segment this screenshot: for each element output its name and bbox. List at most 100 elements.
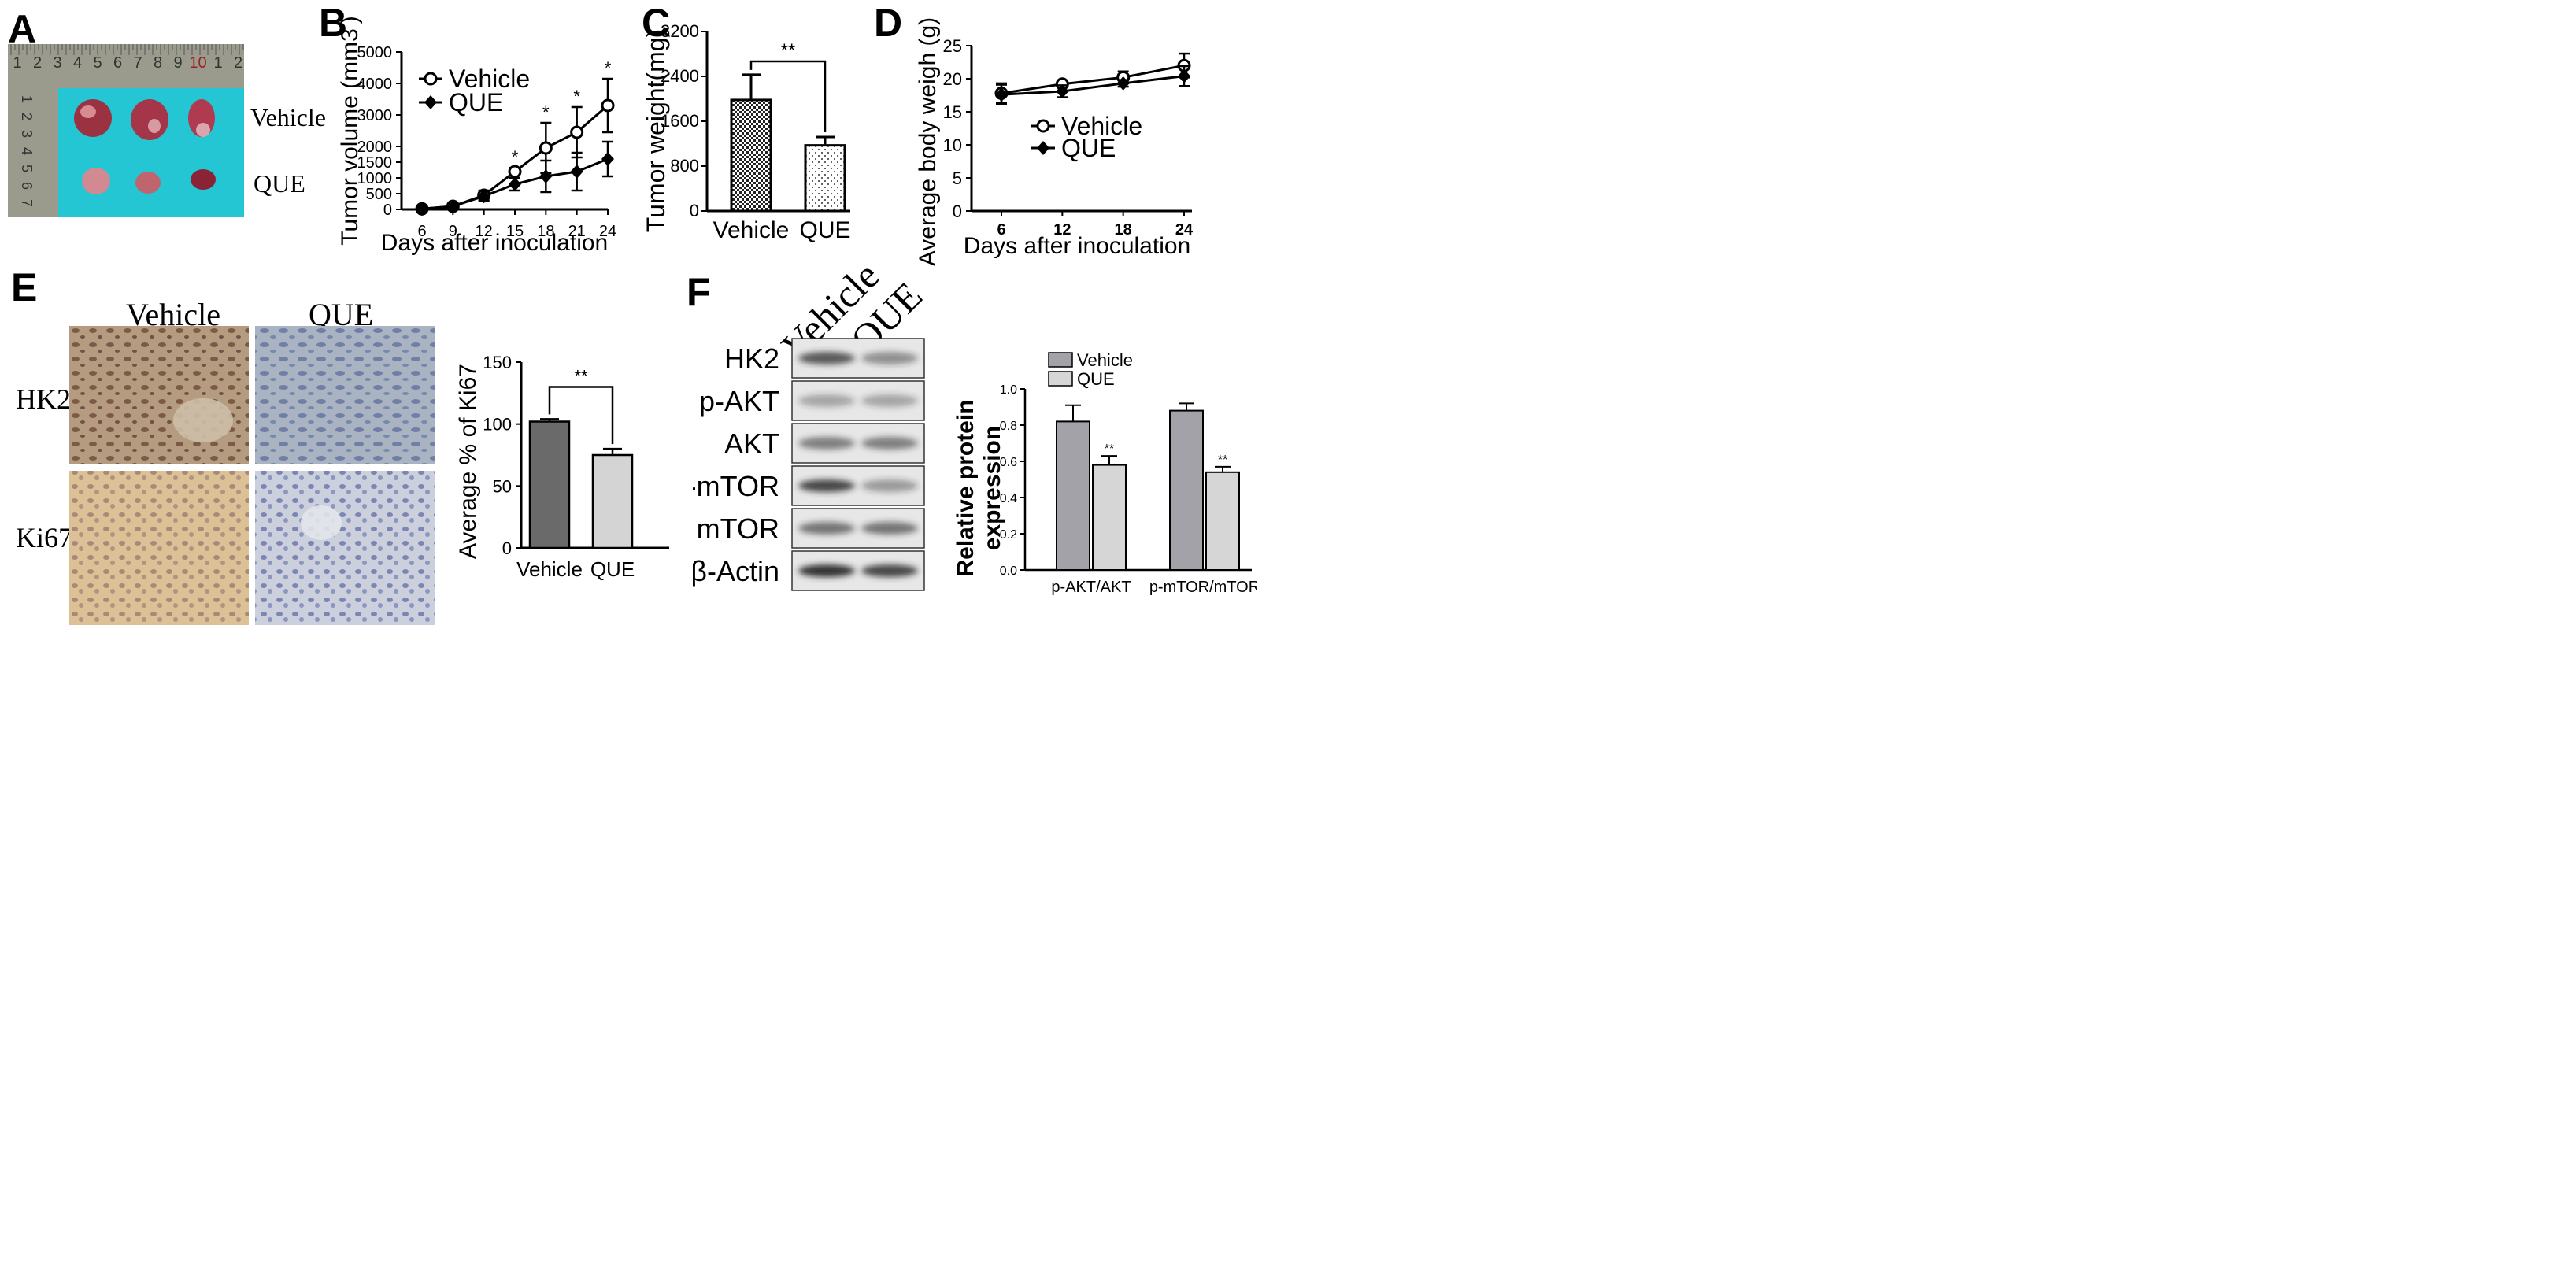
b-significance: * bbox=[512, 147, 519, 167]
b-significance: * bbox=[605, 58, 612, 78]
d-legend-label: Vehicle bbox=[1061, 112, 1142, 140]
d-point bbox=[1116, 76, 1130, 91]
blot-band bbox=[798, 352, 855, 364]
b-legend-label: Vehicle bbox=[449, 65, 530, 93]
b-point bbox=[477, 189, 490, 204]
ruler-top-strip bbox=[8, 44, 244, 88]
ruler-top-label: 7 bbox=[133, 54, 142, 72]
f-legend-label: QUE bbox=[1077, 369, 1115, 389]
chart-d-body-weight: D 0 5 10 15 20 25 6 12 18 24 Average body weigh (g… bbox=[874, 1, 1194, 266]
b-x-tick-label: 21 bbox=[568, 223, 586, 240]
ruler-left-label: 5 bbox=[19, 165, 35, 172]
f-significance: ** bbox=[1218, 453, 1227, 467]
c-bar-que bbox=[804, 144, 846, 213]
d-legend-label: QUE bbox=[1061, 134, 1116, 162]
d-x-tick-label: 18 bbox=[1115, 221, 1132, 239]
d-legend-marker bbox=[1037, 141, 1049, 155]
tumor-que-1 bbox=[82, 168, 110, 194]
b-y-tick-label: 3000 bbox=[357, 107, 393, 124]
micrograph-hk2-vehicle bbox=[69, 326, 249, 464]
b-significance: * bbox=[573, 87, 580, 106]
ruler-top-label: 2 bbox=[33, 54, 42, 72]
blot-band bbox=[798, 437, 855, 450]
f-legend-swatch bbox=[1048, 371, 1073, 387]
tumor-vehicle-1 bbox=[74, 99, 112, 137]
d-series-que bbox=[995, 65, 1190, 106]
ruler-left-label: 4 bbox=[19, 147, 35, 155]
b-significance: * bbox=[542, 102, 550, 122]
f-bar-que bbox=[1092, 464, 1127, 571]
d-y-tick-label: 10 bbox=[943, 135, 962, 155]
b-y-tick-label: 0 bbox=[383, 202, 392, 219]
d-y-tick-label: 25 bbox=[943, 36, 962, 56]
f-bar-que bbox=[1205, 471, 1240, 571]
b-y-tick-label: 500 bbox=[366, 186, 392, 203]
ruler-top-label: 5 bbox=[93, 54, 102, 72]
b-point bbox=[509, 177, 521, 191]
c-significance: ** bbox=[781, 40, 796, 61]
f-x-tick-label: p-mTOR/mTOR bbox=[1149, 579, 1257, 596]
d-x-tick-label: 12 bbox=[1053, 221, 1071, 239]
f-x-tick-label: p-AKT/AKT bbox=[1051, 579, 1131, 596]
blot-band bbox=[798, 522, 855, 535]
b-x-label: Days after inoculation bbox=[381, 230, 609, 256]
blot-band bbox=[861, 352, 918, 364]
ruler-top-label: 3 bbox=[53, 54, 61, 72]
blot-label-akt: AKT bbox=[724, 427, 779, 460]
blot-band bbox=[798, 564, 855, 577]
f-y-tick-label: 0.2 bbox=[1000, 528, 1017, 542]
ruler-top-label: 6 bbox=[113, 54, 122, 72]
f-y-tick-label: 0.8 bbox=[1000, 420, 1017, 433]
f-significance: ** bbox=[1105, 442, 1114, 456]
micrograph-ki67-vehicle bbox=[69, 471, 249, 625]
f-legend-swatch bbox=[1048, 352, 1073, 368]
b-point bbox=[539, 141, 553, 155]
c-x-tick-label: QUE bbox=[799, 217, 850, 243]
f-y-label-line2: expression bbox=[979, 426, 1005, 550]
f-bar-vehicle bbox=[1169, 409, 1204, 571]
b-legend-marker bbox=[424, 72, 438, 86]
b-point bbox=[601, 98, 615, 113]
e-bar-vehicle bbox=[528, 420, 571, 549]
e-y-tick-label: 0 bbox=[502, 538, 512, 558]
b-x-tick-label: 18 bbox=[537, 223, 554, 240]
c-y-tick-label: 2400 bbox=[661, 66, 699, 86]
e-bar-que bbox=[591, 453, 634, 549]
c-bar-vehicle bbox=[730, 98, 772, 213]
tumor-vehicle-2 bbox=[131, 99, 168, 140]
micrograph-ki67-que bbox=[255, 471, 435, 625]
d-line bbox=[1001, 75, 1185, 96]
c-significance-bracket bbox=[749, 60, 827, 132]
b-legend-label: QUE bbox=[449, 88, 503, 117]
tumor-que-2 bbox=[135, 172, 161, 194]
panel-c-letter: C bbox=[642, 1, 670, 45]
f-y-tick-label: 0.6 bbox=[1000, 456, 1017, 469]
b-point bbox=[601, 152, 614, 166]
panel-a-label-vehicle: Vehicle bbox=[250, 103, 326, 131]
ruler-top-label: 1 bbox=[213, 54, 222, 72]
blot-label-β-actin: β-Actin bbox=[693, 555, 779, 587]
e-y-label: Average % of Ki67 bbox=[455, 364, 481, 559]
b-y-tick-label: 4000 bbox=[357, 76, 393, 93]
blot-band bbox=[798, 479, 855, 492]
b-point bbox=[539, 169, 553, 183]
ruler-top-label: 2 bbox=[234, 54, 242, 72]
blot-band bbox=[798, 394, 855, 407]
e-x-tick-label: QUE bbox=[590, 557, 635, 581]
tumor-que-3 bbox=[191, 169, 216, 190]
d-point bbox=[1178, 68, 1190, 83]
d-y-tick-label: 15 bbox=[943, 102, 962, 122]
ruler-top-label: 10 bbox=[189, 54, 206, 72]
blot-band bbox=[861, 437, 918, 450]
c-x-tick-label: Vehicle bbox=[713, 217, 790, 243]
ruler-left-label: 7 bbox=[19, 199, 35, 207]
panel-e-letter: E bbox=[11, 265, 38, 309]
ruler-ticks bbox=[10, 44, 244, 55]
panel-e-micrographs bbox=[69, 326, 435, 625]
b-x-tick-label: 6 bbox=[417, 223, 426, 240]
d-point bbox=[1056, 83, 1069, 98]
blot-band bbox=[861, 394, 918, 407]
blot-label-p-mtor: p-mTOR bbox=[693, 470, 779, 502]
